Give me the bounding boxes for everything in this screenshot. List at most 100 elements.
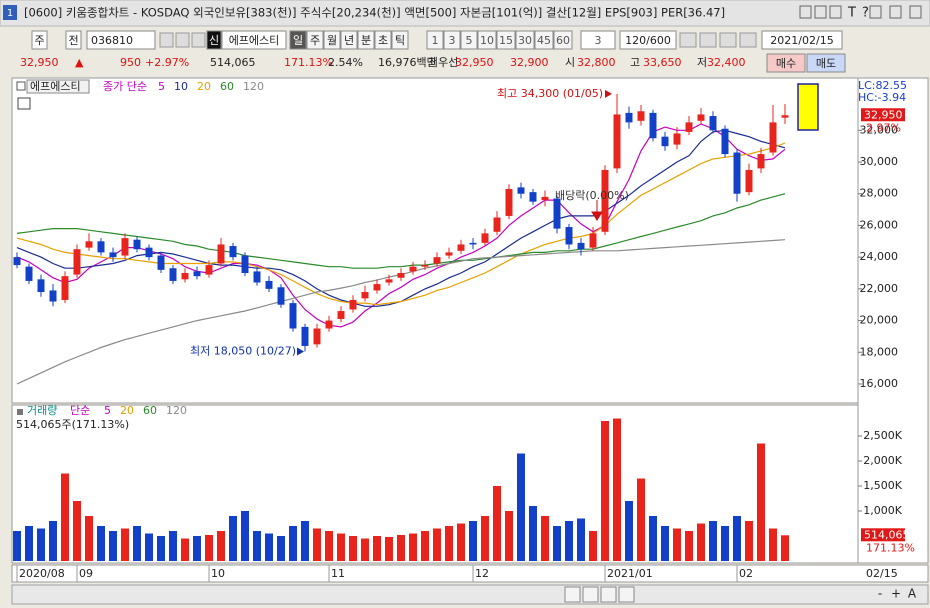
button[interactable] <box>761 30 843 50</box>
volume-bar <box>325 531 333 561</box>
button[interactable] <box>306 30 324 50</box>
button[interactable] <box>221 30 287 50</box>
title-button[interactable] <box>889 5 902 19</box>
button[interactable] <box>426 30 444 50</box>
button[interactable] <box>443 30 461 50</box>
x-tick-label: 2021/01 <box>607 567 653 580</box>
button[interactable] <box>391 30 409 50</box>
button[interactable] <box>374 30 392 50</box>
tool-icon[interactable] <box>679 32 697 48</box>
info-item: 시 <box>565 56 575 69</box>
volume-bar <box>313 528 321 561</box>
button[interactable] <box>289 30 307 50</box>
button[interactable] <box>496 30 516 50</box>
button-label: 주 <box>310 34 320 47</box>
button[interactable] <box>553 30 573 50</box>
button[interactable] <box>515 30 535 50</box>
volume-bar <box>529 506 537 561</box>
volume-bar <box>61 473 69 561</box>
scroll-button[interactable] <box>564 586 581 603</box>
candle-body <box>745 169 753 193</box>
code-box[interactable] <box>86 30 156 50</box>
ma-line <box>16 193 786 269</box>
button[interactable] <box>580 30 616 50</box>
button[interactable] <box>619 30 677 50</box>
candle-body <box>157 255 165 270</box>
volume-bar <box>373 536 381 561</box>
candle-body <box>613 114 621 169</box>
volume-bar <box>613 418 621 561</box>
candle-body <box>409 266 417 272</box>
tool-icon[interactable] <box>719 32 737 48</box>
title-button[interactable] <box>869 5 882 19</box>
price-panel <box>11 77 859 404</box>
volume-legend: 단순 <box>70 404 90 417</box>
tool-icon[interactable] <box>739 32 757 48</box>
info-item: 최우선 <box>428 56 458 69</box>
button[interactable] <box>534 30 554 50</box>
button-label: 5 <box>466 34 473 47</box>
volume-legend: 60 <box>143 404 157 417</box>
scrollbar[interactable] <box>11 584 929 605</box>
x-tick-label: 10 <box>211 567 225 580</box>
candle-body <box>313 328 321 345</box>
candle-body <box>541 196 549 201</box>
zoom-button[interactable]: + <box>891 587 901 601</box>
legend-prefix: 종가 단순 <box>103 80 147 93</box>
volume-bar <box>181 538 189 561</box>
y-tick-label: 24,000 <box>860 250 899 263</box>
title-button[interactable] <box>829 5 842 19</box>
volume-bar <box>709 521 717 561</box>
button[interactable] <box>206 30 222 50</box>
candle-body <box>265 280 273 289</box>
title-bar <box>0 0 930 27</box>
title-button[interactable] <box>909 5 922 19</box>
candle-body <box>217 244 225 264</box>
button[interactable] <box>806 53 846 73</box>
info-item: 33,650 <box>643 56 682 69</box>
volume-bar <box>577 518 585 561</box>
highlight-box <box>797 83 819 131</box>
x-tick-label: 02 <box>739 567 753 580</box>
button[interactable] <box>766 53 806 73</box>
tool-icon[interactable] <box>699 32 717 48</box>
button[interactable] <box>323 30 341 50</box>
candle-body <box>25 266 33 281</box>
axis-panel <box>857 77 929 564</box>
candle-body <box>697 114 705 121</box>
tool-icon[interactable] <box>175 32 190 48</box>
scroll-button[interactable] <box>600 586 617 603</box>
button[interactable] <box>357 30 375 50</box>
zoom-button[interactable]: A <box>908 587 917 601</box>
button[interactable] <box>31 30 48 50</box>
button[interactable] <box>340 30 358 50</box>
info-item: 32,900 <box>510 56 549 69</box>
volume-bar <box>493 486 501 561</box>
y-tick-label: 22,000 <box>860 282 899 295</box>
candle-body <box>289 303 297 329</box>
scroll-button[interactable] <box>582 586 599 603</box>
button[interactable] <box>65 30 82 50</box>
tool-icon[interactable] <box>191 32 206 48</box>
tool-icon[interactable] <box>159 32 174 48</box>
volume-legend: 거래량 <box>27 404 57 417</box>
candle-body <box>601 169 609 232</box>
button[interactable] <box>477 30 497 50</box>
info-item: 저 <box>697 56 707 69</box>
y-tick-label: 2,500K <box>863 429 902 442</box>
title-icon: T <box>847 6 856 21</box>
zoom-button[interactable]: - <box>878 587 882 601</box>
scroll-button[interactable] <box>618 586 635 603</box>
volume-bar <box>673 528 681 561</box>
title-button[interactable] <box>799 5 812 19</box>
volume-legend: 5 <box>104 404 111 417</box>
candle-body <box>325 320 333 329</box>
button[interactable] <box>460 30 478 50</box>
candle-body <box>469 242 477 245</box>
button-label: 3 <box>449 34 456 47</box>
ex-dividend-annotation: 배당락(0.00%) <box>555 189 629 202</box>
volume-bar <box>205 535 213 561</box>
title-button[interactable] <box>814 5 827 19</box>
grid-icon <box>17 97 31 110</box>
stock-label: 에프에스티 <box>30 80 81 93</box>
